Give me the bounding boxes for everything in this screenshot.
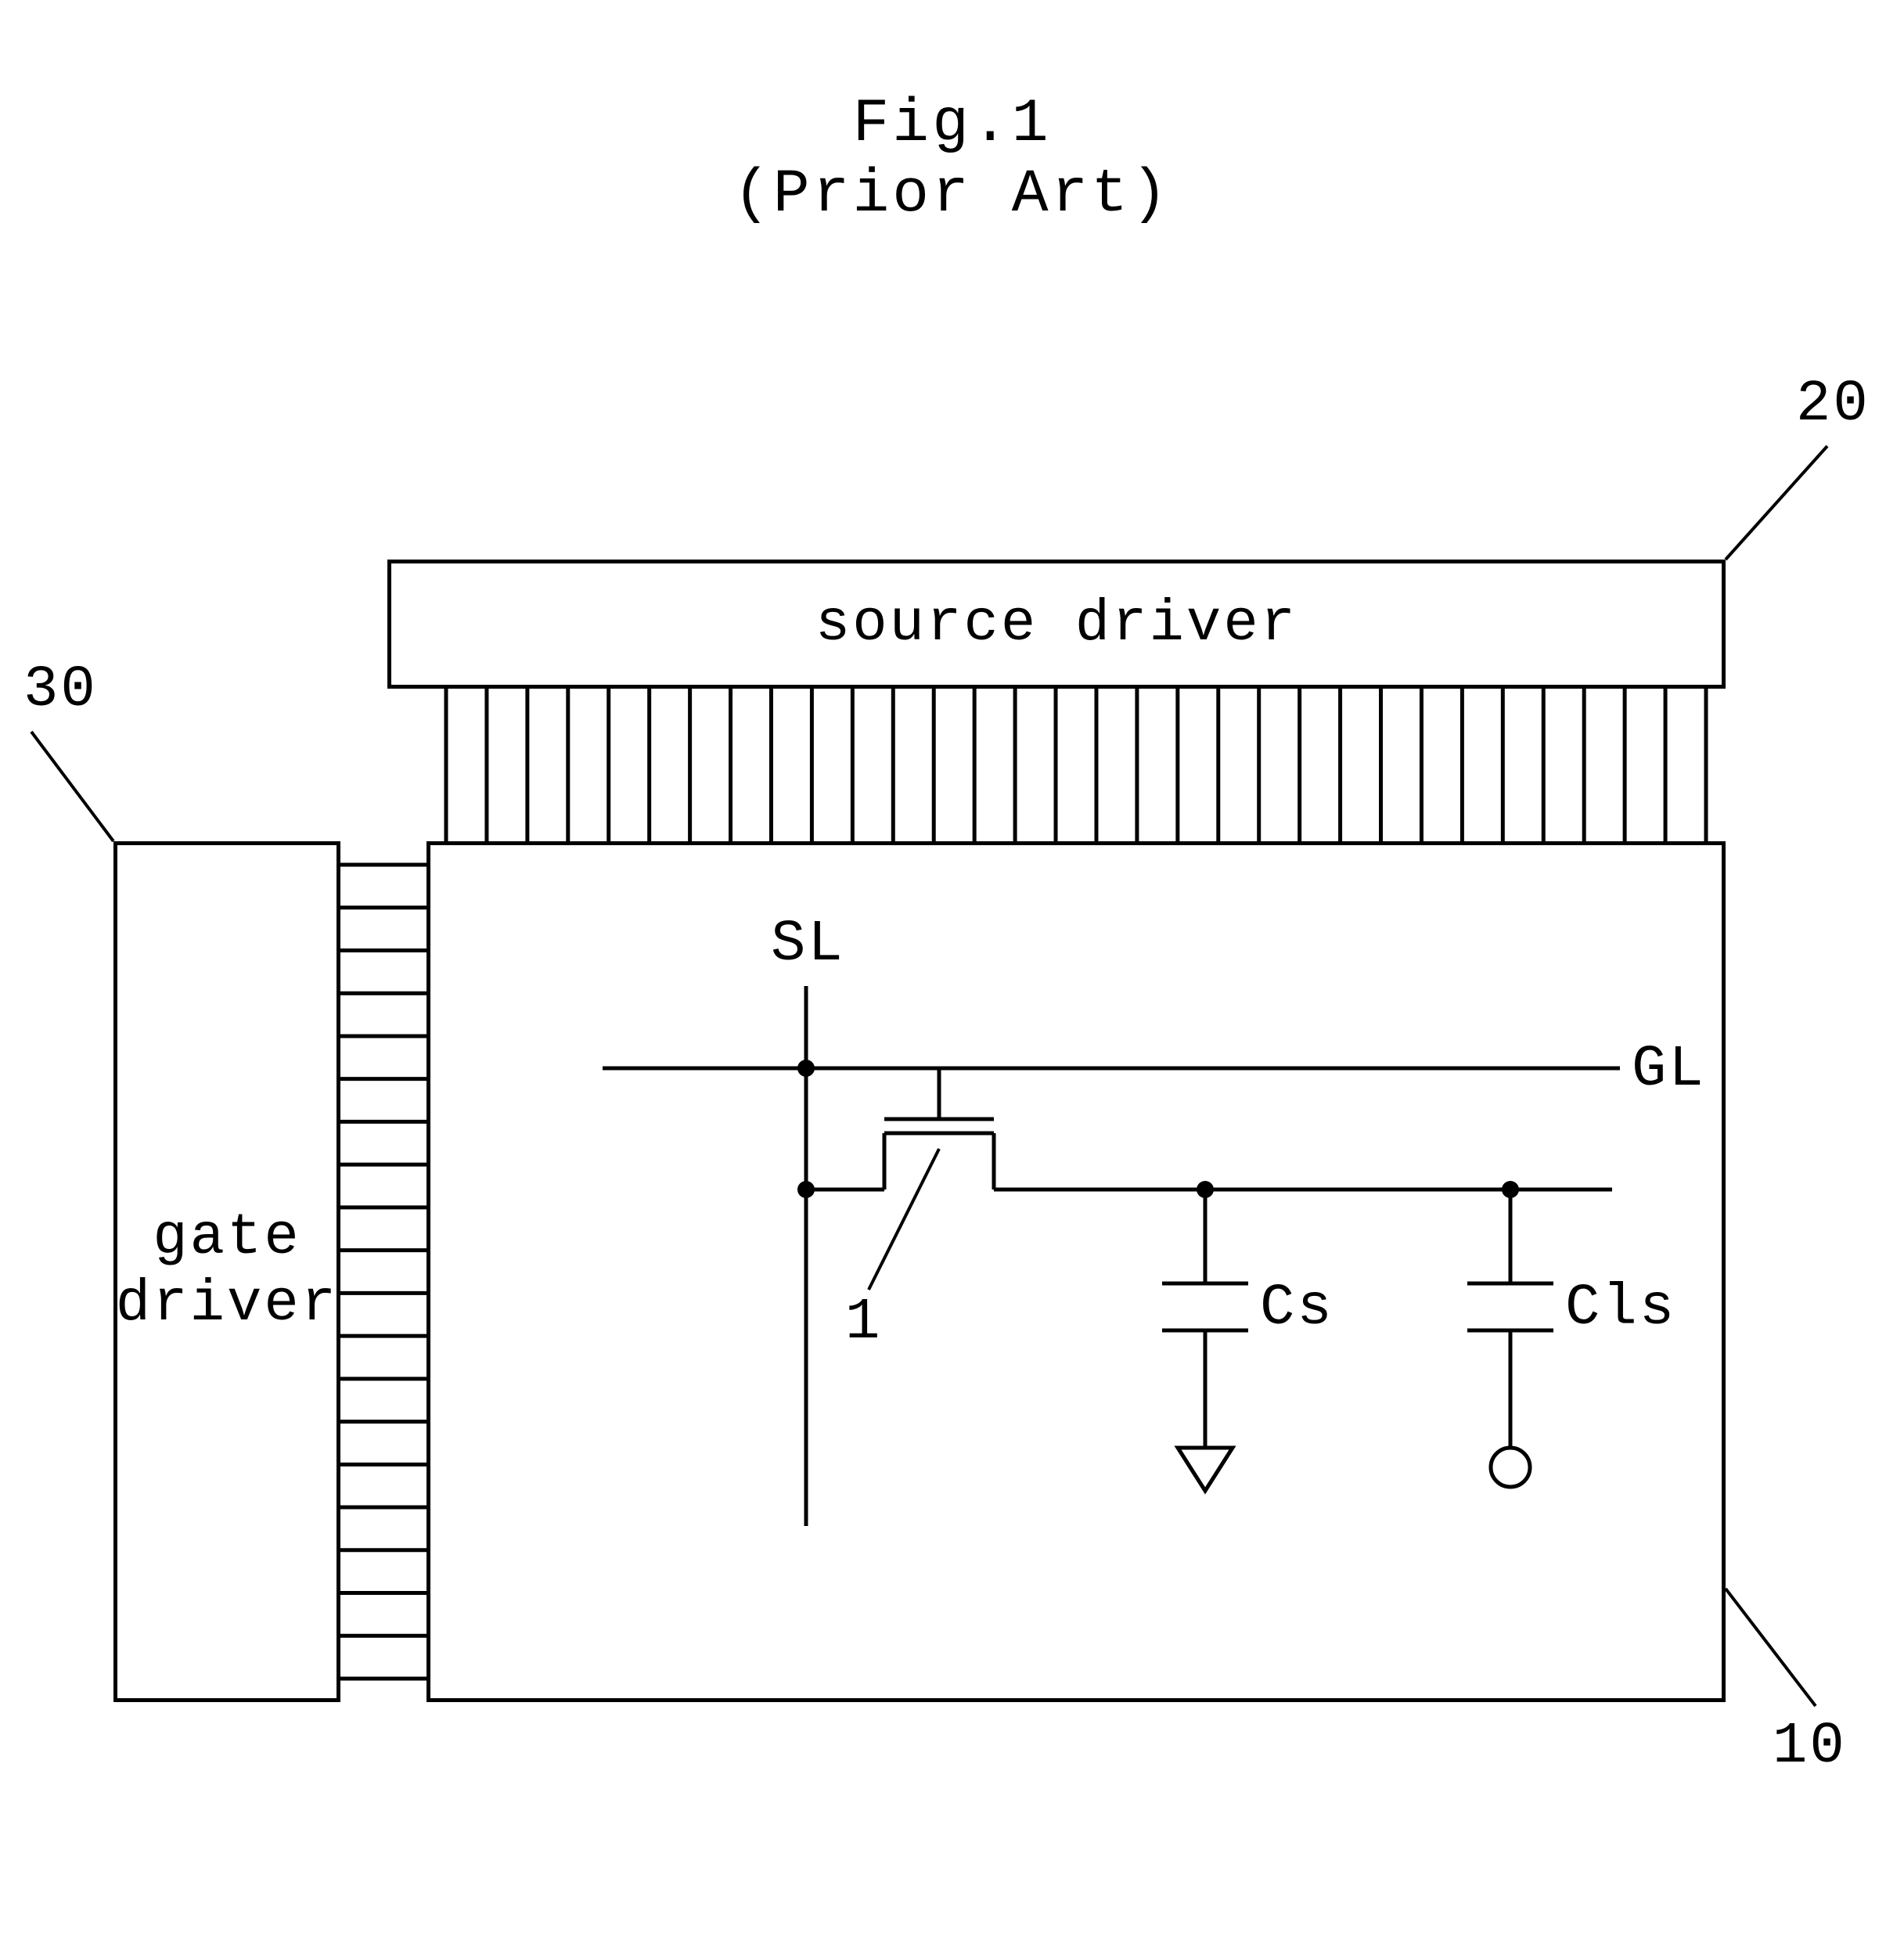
diagram-overlay	[0, 0, 1904, 1940]
figure-canvas: Fig.1 (Prior Art) source driver gate dri…	[0, 0, 1904, 1940]
